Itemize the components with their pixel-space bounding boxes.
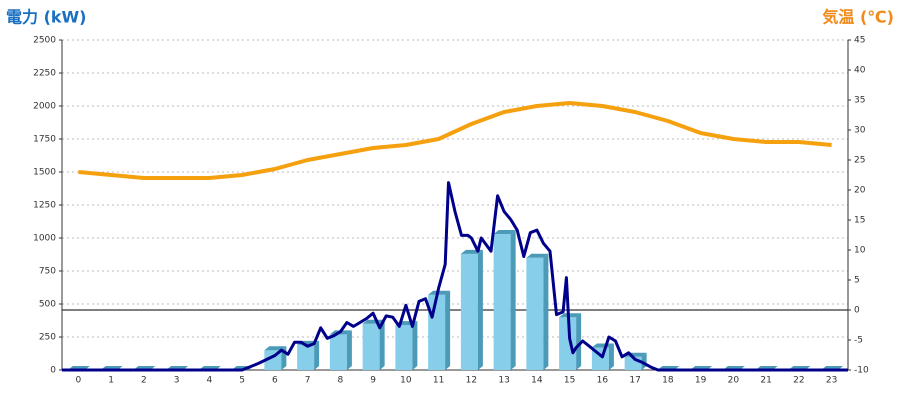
x-tick-label: 1 — [108, 376, 114, 386]
y-tick-label: 750 — [39, 267, 56, 277]
bar-side — [608, 343, 614, 370]
x-tick-label: 15 — [564, 376, 575, 386]
y-tick-label: 2000 — [33, 102, 56, 112]
bar-top — [493, 230, 516, 235]
y2-tick-label: 45 — [854, 36, 865, 46]
x-tick-label: 0 — [76, 376, 82, 386]
y2-tick-label: 20 — [854, 186, 866, 196]
y-tick-label: 1000 — [33, 234, 56, 244]
bar — [428, 294, 446, 370]
bar-side — [477, 249, 483, 370]
x-tick-label: 21 — [760, 376, 771, 386]
x-tick-label: 20 — [728, 376, 740, 386]
y2-tick-label: -10 — [854, 366, 869, 376]
y-tick-label: 1750 — [33, 135, 56, 145]
bar-side — [543, 253, 549, 370]
y2-tick-label: 30 — [854, 126, 866, 136]
y-tick-label: 2500 — [33, 36, 56, 46]
y2-tick-label: 40 — [854, 66, 866, 76]
bar-top — [526, 253, 549, 258]
x-tick-label: 17 — [629, 376, 640, 386]
bar — [493, 234, 511, 370]
y-tick-label: 250 — [39, 333, 56, 343]
temperature-line — [78, 101, 832, 180]
bar-top — [559, 313, 582, 318]
y2-tick-label: -5 — [854, 336, 863, 346]
bar-side — [576, 313, 582, 370]
bar-side — [346, 330, 352, 370]
y2-tick-label: 10 — [854, 246, 866, 256]
x-tick-label: 18 — [662, 376, 674, 386]
x-tick-label: 9 — [370, 376, 376, 386]
bar-side — [510, 230, 516, 370]
bar — [526, 257, 544, 370]
y-tick-label: 500 — [39, 300, 56, 310]
bar — [362, 323, 380, 370]
bar-side — [379, 319, 385, 370]
x-tick-label: 6 — [272, 376, 278, 386]
bar-side — [412, 321, 418, 370]
bar-top — [591, 343, 614, 348]
y2-tick-label: 35 — [854, 96, 865, 106]
y2-tick-label: 15 — [854, 216, 865, 226]
y2-tick-label: 25 — [854, 156, 865, 166]
bar-side — [314, 340, 320, 370]
x-tick-label: 13 — [498, 376, 509, 386]
y2-tick-label: 0 — [854, 306, 860, 316]
x-tick-label: 16 — [597, 376, 609, 386]
x-tick-label: 5 — [239, 376, 245, 386]
bar — [559, 317, 577, 370]
y2-tick-label: 5 — [854, 276, 860, 286]
y-axis-title: 電力 (kW) — [6, 8, 87, 27]
x-tick-label: 10 — [400, 376, 412, 386]
x-tick-label: 22 — [793, 376, 804, 386]
x-tick-label: 23 — [826, 376, 837, 386]
power-line — [62, 181, 848, 372]
x-tick-label: 19 — [695, 376, 707, 386]
x-tick-label: 2 — [141, 376, 147, 386]
bar-top — [362, 319, 385, 324]
x-tick-label: 4 — [207, 376, 213, 386]
bar — [460, 253, 478, 370]
y-tick-label: 2250 — [33, 69, 56, 79]
x-tick-label: 12 — [466, 376, 477, 386]
y-tick-label: 1500 — [33, 168, 56, 178]
x-tick-label: 14 — [531, 376, 543, 386]
bar — [395, 325, 413, 370]
x-tick-label: 3 — [174, 376, 180, 386]
y-tick-label: 1250 — [33, 201, 56, 211]
x-tick-label: 11 — [433, 376, 444, 386]
y-tick-label: 0 — [50, 366, 56, 376]
y2-axis-title: 気温 (℃) — [822, 8, 894, 27]
x-tick-label: 8 — [338, 376, 344, 386]
bar-side — [445, 290, 451, 370]
x-tick-label: 7 — [305, 376, 311, 386]
bar-top — [428, 290, 451, 295]
bar — [297, 344, 315, 370]
bar — [329, 334, 347, 370]
